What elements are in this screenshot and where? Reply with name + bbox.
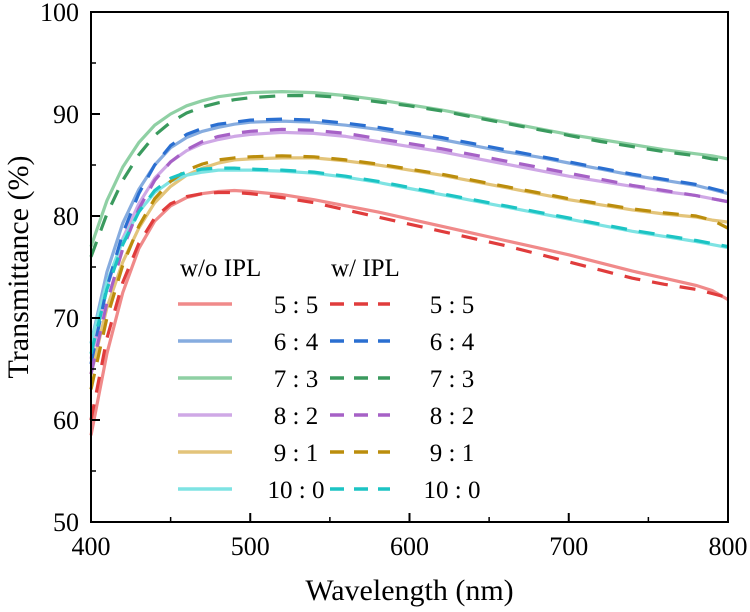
x-tick-label: 800 xyxy=(709,532,748,561)
series-line-with-ipl-7 xyxy=(89,117,729,365)
y-tick-label: 60 xyxy=(53,406,79,435)
y-tick-label: 80 xyxy=(53,202,79,231)
series-line-with-ipl-9 xyxy=(89,127,729,375)
series-line-with-ipl-6 xyxy=(89,190,729,421)
series-line-without-ipl-0 xyxy=(89,188,729,436)
legend-header: w/ IPL xyxy=(331,255,400,282)
x-axis-title: Wavelength (nm) xyxy=(305,574,513,607)
series-line-without-ipl-2 xyxy=(89,89,729,248)
legend-label: 5 : 5 xyxy=(430,292,474,319)
series-line-with-ipl-11 xyxy=(89,166,729,355)
ticks-layer: 400 500 600 700 800 50 60 70 80 90 100 xyxy=(40,0,748,561)
legend-label: 6 : 4 xyxy=(274,329,319,356)
series-line-with-ipl-10 xyxy=(89,154,729,390)
y-tick-label: 70 xyxy=(53,304,79,333)
legend-label: 10 : 0 xyxy=(424,477,481,504)
x-tick-label: 500 xyxy=(231,532,270,561)
series-layer xyxy=(89,89,729,436)
legend-header: w/o IPL xyxy=(180,255,261,282)
legend-label: 8 : 2 xyxy=(430,403,474,430)
y-axis-title: Transmittance (%) xyxy=(2,155,35,378)
legend-label: 7 : 3 xyxy=(430,366,474,393)
y-tick-label: 100 xyxy=(40,0,79,27)
legend-label: 6 : 4 xyxy=(430,329,475,356)
legend-label: 9 : 1 xyxy=(274,440,318,467)
series-line-without-ipl-3 xyxy=(89,130,729,360)
x-tick-label: 600 xyxy=(390,532,429,561)
legend-label: 7 : 3 xyxy=(274,366,318,393)
x-tick-label: 700 xyxy=(549,532,588,561)
y-tick-label: 50 xyxy=(53,508,79,537)
legend-label: 10 : 0 xyxy=(268,477,325,504)
legend-label: 8 : 2 xyxy=(274,403,318,430)
series-line-without-ipl-1 xyxy=(89,119,729,344)
legend-label: 9 : 1 xyxy=(430,440,474,467)
legend: w/o IPL w/ IPL 5 : 5 6 : 4 7 : 3 8 : 2 9 : 1 10… xyxy=(178,255,480,504)
legend-label: 5 : 5 xyxy=(274,292,318,319)
x-tick-label: 400 xyxy=(72,532,111,561)
y-tick-label: 90 xyxy=(53,100,79,129)
series-line-with-ipl-8 xyxy=(89,93,729,258)
